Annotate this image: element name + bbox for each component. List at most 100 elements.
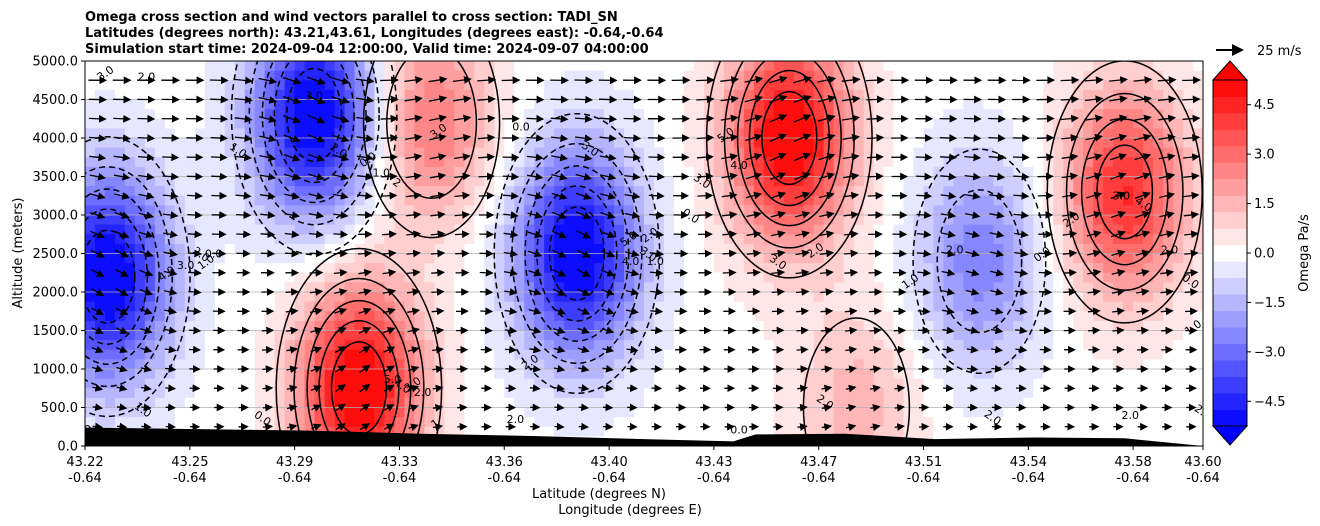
omega-cell <box>853 234 865 245</box>
omega-cell <box>364 417 376 428</box>
omega-cell <box>773 224 785 235</box>
omega-cell <box>663 330 675 341</box>
omega-cell <box>284 349 296 360</box>
omega-cell <box>334 320 346 332</box>
omega-cell <box>1033 292 1044 303</box>
omega-cell <box>1013 378 1024 389</box>
omega-cell <box>484 99 495 110</box>
omega-cell <box>324 243 336 255</box>
omega-cell <box>1113 157 1124 168</box>
omega-cell <box>454 417 465 428</box>
omega-cell <box>983 147 994 158</box>
negative-omega-contour <box>273 61 355 184</box>
omega-cell <box>1123 99 1134 110</box>
omega-cell <box>234 118 246 129</box>
omega-cell <box>274 215 286 226</box>
omega-cell <box>624 378 635 389</box>
omega-cell <box>85 349 96 360</box>
omega-cell <box>1123 128 1134 139</box>
omega-cell <box>104 195 116 206</box>
omega-cell <box>1153 61 1164 72</box>
omega-cell <box>1003 378 1014 389</box>
omega-cell <box>813 282 825 293</box>
omega-cell <box>1063 388 1074 399</box>
omega-cell <box>823 320 835 332</box>
omega-cell <box>384 349 396 360</box>
omega-cell <box>833 301 845 312</box>
omega-cell <box>1003 263 1014 274</box>
omega-cell <box>564 234 575 245</box>
omega-cell <box>883 61 895 72</box>
omega-cell <box>1073 118 1084 129</box>
omega-cell <box>763 340 775 351</box>
omega-cell <box>983 340 994 351</box>
omega-cell <box>763 70 775 81</box>
omega-cell <box>304 340 316 351</box>
omega-cell <box>524 166 535 178</box>
omega-cell <box>354 157 366 168</box>
omega-cell <box>1173 157 1184 168</box>
omega-cell <box>873 176 885 187</box>
omega-cell <box>743 253 755 264</box>
omega-cell <box>993 118 1004 129</box>
omega-cell <box>254 157 266 168</box>
omega-cell <box>494 224 505 235</box>
omega-cell <box>104 89 116 101</box>
omega-cell <box>1113 109 1124 120</box>
omega-cell <box>703 70 715 81</box>
omega-cell <box>204 311 216 322</box>
wind-vector <box>284 192 301 200</box>
omega-cell <box>584 99 595 110</box>
omega-cell <box>94 186 106 197</box>
omega-cell <box>713 215 725 226</box>
wind-vector <box>408 404 419 412</box>
omega-cell <box>833 70 845 81</box>
omega-cell <box>624 243 635 255</box>
omega-cell <box>564 166 575 178</box>
omega-cell <box>354 128 366 139</box>
omega-cell <box>833 234 845 245</box>
omega-cell <box>1193 118 1203 129</box>
omega-cell <box>344 311 356 322</box>
omega-cell <box>853 186 865 197</box>
omega-cell <box>364 378 376 389</box>
omega-cell <box>554 109 565 120</box>
omega-cell <box>703 330 715 341</box>
omega-cell <box>444 99 455 110</box>
omega-cell <box>444 349 455 360</box>
omega-cell <box>144 157 156 168</box>
omega-cell <box>993 330 1004 341</box>
omega-cell <box>494 70 505 81</box>
omega-cell <box>544 378 555 389</box>
omega-cell <box>194 359 206 370</box>
omega-cell <box>194 253 206 264</box>
omega-cell <box>94 253 106 264</box>
omega-cell <box>294 282 306 293</box>
omega-cell <box>1033 109 1044 120</box>
omega-cell <box>1103 378 1114 389</box>
omega-cell <box>773 272 785 283</box>
omega-cell <box>1033 311 1044 322</box>
omega-cell <box>653 128 665 139</box>
omega-cell <box>1013 349 1024 360</box>
omega-cell <box>983 205 994 216</box>
wind-vector <box>626 364 639 373</box>
omega-cell <box>1083 157 1094 168</box>
omega-cell <box>753 417 765 428</box>
omega-cell <box>274 282 286 293</box>
omega-cell <box>124 234 136 245</box>
omega-cell <box>544 311 555 322</box>
omega-cell <box>903 118 915 129</box>
omega-cell <box>434 157 445 168</box>
omega-cell <box>334 292 346 303</box>
omega-cell <box>364 301 376 312</box>
omega-cell <box>653 292 665 303</box>
omega-cell <box>653 118 665 129</box>
omega-cell <box>194 311 206 322</box>
omega-cell <box>94 311 106 322</box>
omega-cell <box>673 128 685 139</box>
wind-vector <box>139 249 154 258</box>
omega-cell <box>703 426 715 437</box>
omega-cell <box>683 186 695 197</box>
omega-cell <box>534 109 545 120</box>
